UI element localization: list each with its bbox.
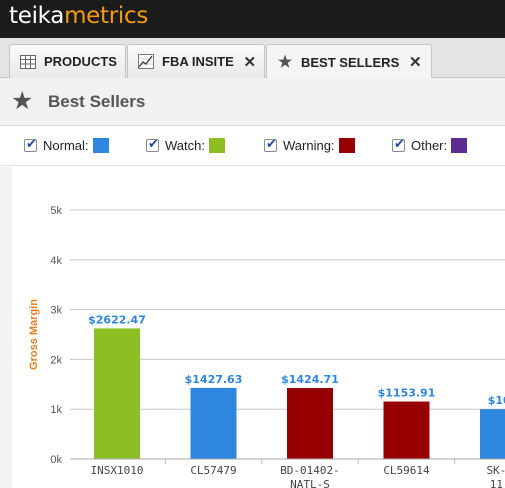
bar-value-label: $1427.63 [185,373,243,386]
app-logo[interactable]: teikametrics [9,3,148,29]
chart-panel: 0k 1k 2k 3k 4k 5k Gross Margin $2622.47 INSX1010… [0,167,505,488]
bar-value-label: $1424.71 [281,373,339,386]
x-category-label: 11-W [490,478,505,488]
close-icon[interactable]: ✕ [243,53,257,71]
bar-value-label: $2622.47 [88,313,146,326]
logo-text-metrics: metrics [64,3,149,29]
bar-value-label: $100 [488,394,505,407]
normal-color-swatch [92,138,109,153]
top-header: teikametrics [0,0,505,38]
legend-label-other: Other: [411,138,448,153]
y-tick-label: 0k [50,454,62,466]
tab-strip: PRODUCTS FBA INSITE ✕ ★ BEST SELLERS ✕ [0,38,505,79]
legend-label-watch: Watch: [165,138,205,153]
x-category-label: NATL-S [290,478,330,488]
y-tick-label: 2k [50,354,62,366]
tab-best-sellers-label: BEST SELLERS [301,54,400,70]
x-category-label: CL57479 [190,464,236,477]
y-tick-label: 4k [50,255,62,267]
bar-value-label: $1153.91 [378,387,436,400]
page-header: ★ Best Sellers [0,78,505,126]
bar [480,409,505,459]
page-title: Best Sellers [48,92,146,111]
bar [94,328,140,459]
bar [287,388,333,459]
other-color-swatch [451,138,468,153]
close-icon[interactable]: ✕ [408,54,422,71]
y-tick-label: 1k [50,404,62,416]
legend-label-warning: Warning: [283,138,335,153]
logo-text-teika: teika [9,3,65,29]
legend-item-normal[interactable]: Normal: [24,136,109,153]
y-axis-title: Gross Margin [28,299,40,370]
warning-color-swatch [338,138,355,153]
y-tick-label: 3k [50,305,62,317]
tab-best-sellers[interactable]: ★ BEST SELLERS ✕ [266,44,432,79]
x-category-label: CL59614 [383,464,430,477]
x-category-label: BD-01402- [280,464,340,477]
y-tick-label: 5k [50,205,62,217]
other-checkbox[interactable] [392,136,405,152]
table-icon [19,53,37,71]
x-category-label: INSX1010 [91,464,144,477]
legend-item-watch[interactable]: Watch: [146,136,225,153]
bar [383,401,430,459]
normal-checkbox[interactable] [24,136,37,152]
watch-checkbox[interactable] [146,136,159,152]
legend-bar: Normal: Watch: Warning: Other: [0,126,505,166]
star-icon: ★ [277,54,293,71]
gross-margin-bar-chart: 0k 1k 2k 3k 4k 5k Gross Margin $2622.47 INSX1010… [12,167,505,488]
star-icon: ★ [11,87,34,115]
legend-label-normal: Normal: [43,138,89,153]
chart-icon [137,53,155,71]
watch-color-swatch [208,138,225,153]
legend-item-other[interactable]: Other: [392,136,468,153]
legend-item-warning[interactable]: Warning: [264,136,355,153]
tab-fba-insite-label: FBA INSITE [162,54,234,69]
x-category-label: SK-52 [486,464,505,477]
tab-products-label: PRODUCTS [44,54,117,69]
bar [190,387,237,459]
tab-products[interactable]: PRODUCTS [9,44,126,78]
warning-checkbox[interactable] [264,136,277,152]
tab-fba-insite[interactable]: FBA INSITE ✕ [127,44,265,78]
plot-background [12,167,505,488]
